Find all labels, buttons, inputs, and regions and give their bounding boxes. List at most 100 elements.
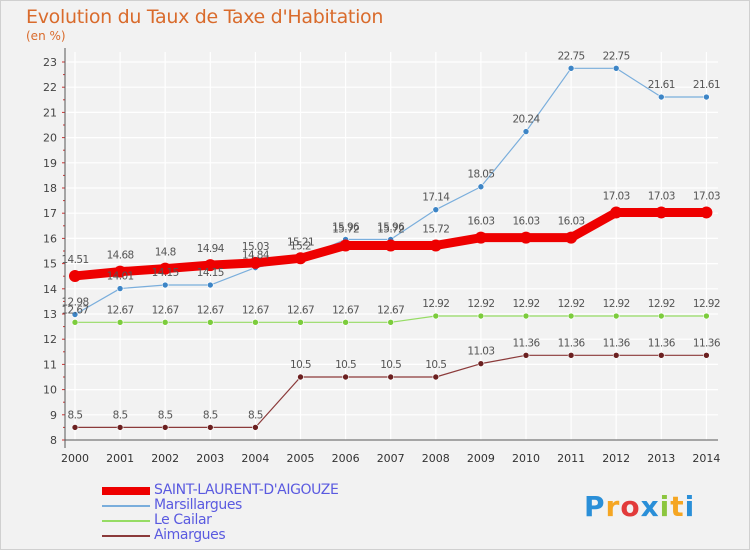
- data-point: [567, 312, 575, 320]
- data-label: 12.67: [107, 304, 134, 316]
- data-label: 12.67: [332, 304, 359, 316]
- chart-title: Evolution du Taux de Taxe d'Habitation: [26, 6, 384, 28]
- y-tick-label: 15: [43, 258, 57, 271]
- y-tick-label: 10: [43, 384, 57, 397]
- data-point: [612, 65, 620, 72]
- data-point: [700, 206, 713, 219]
- data-point: [252, 319, 259, 326]
- data-label: 22.75: [603, 50, 630, 62]
- data-point: [69, 269, 81, 282]
- data-point: [159, 262, 172, 275]
- data-label: 8.5: [248, 409, 263, 421]
- data-label: 16.03: [512, 216, 539, 228]
- data-label: 8.5: [158, 409, 173, 421]
- data-label: 15.72: [332, 223, 359, 235]
- x-tick-label: 2013: [647, 452, 675, 465]
- legend-label: Aimargues: [154, 527, 226, 543]
- data-point: [207, 319, 214, 326]
- data-label: 12.92: [422, 298, 449, 310]
- data-label: 11.03: [467, 346, 494, 358]
- y-tick-label: 23: [43, 56, 57, 69]
- x-tick-label: 2009: [467, 452, 495, 465]
- data-point: [71, 311, 79, 318]
- data-label: 18.05: [467, 169, 494, 181]
- data-label: 12.67: [152, 304, 179, 316]
- x-tick-label: 2006: [332, 452, 360, 465]
- data-label: 12.92: [648, 298, 675, 310]
- data-point: [432, 206, 440, 213]
- y-tick-label: 11: [43, 358, 57, 371]
- data-point: [567, 352, 575, 359]
- y-tick-label: 18: [43, 182, 57, 195]
- data-point: [339, 239, 352, 252]
- data-point: [297, 373, 304, 381]
- data-label: 21.61: [693, 79, 720, 91]
- data-label: 15.96: [332, 221, 360, 233]
- data-label: 14.94: [197, 243, 225, 255]
- data-label: 17.03: [648, 190, 675, 202]
- data-point: [432, 312, 440, 320]
- data-point: [655, 206, 668, 219]
- data-label: 20.24: [512, 114, 540, 126]
- logo-letter: x: [640, 490, 660, 523]
- data-point: [477, 312, 485, 320]
- data-label: 12.67: [197, 304, 224, 316]
- x-tick-label: 2007: [377, 452, 405, 465]
- data-label: 17.03: [693, 190, 720, 202]
- data-point: [522, 312, 530, 320]
- data-label: 15.03: [242, 241, 269, 253]
- data-point: [114, 265, 127, 278]
- y-tick-label: 12: [43, 333, 57, 346]
- data-label: 11.36: [603, 337, 631, 349]
- data-label: 17.03: [603, 190, 630, 202]
- data-label: 15.2: [290, 241, 311, 253]
- logo-letter: o: [620, 490, 641, 523]
- data-point: [297, 319, 304, 326]
- data-point: [161, 281, 169, 289]
- y-tick-label: 16: [43, 232, 57, 245]
- data-label: 12.92: [467, 298, 494, 310]
- y-tick-label: 21: [43, 106, 57, 119]
- data-label: 14.51: [61, 254, 88, 266]
- y-tick-label: 17: [43, 207, 57, 220]
- legend-label: SAINT-LAURENT-D'AIGOUZE: [154, 482, 339, 498]
- data-point: [703, 352, 710, 359]
- data-label: 14.15: [152, 267, 179, 279]
- data-point: [477, 360, 485, 367]
- data-label: 21.61: [648, 79, 675, 91]
- logo-letter: r: [605, 490, 621, 523]
- data-label: 10.5: [335, 359, 356, 371]
- legend-label: Marsillargues: [154, 497, 242, 513]
- y-tick-label: 20: [43, 132, 57, 145]
- data-point: [703, 312, 710, 320]
- x-tick-label: 2012: [602, 452, 630, 465]
- x-tick-label: 2001: [106, 452, 134, 465]
- data-label: 14.8: [155, 247, 176, 259]
- data-point: [116, 319, 124, 326]
- y-tick-label: 14: [43, 283, 57, 296]
- data-point: [522, 128, 530, 135]
- data-point: [249, 256, 262, 269]
- data-label: 10.5: [380, 359, 401, 371]
- data-label: 12.67: [242, 304, 269, 316]
- x-tick-label: 2014: [692, 452, 720, 465]
- data-label: 10.5: [425, 359, 446, 371]
- data-label: 17.14: [422, 192, 450, 204]
- data-point: [520, 231, 532, 244]
- data-label: 8.5: [203, 409, 218, 421]
- x-tick-label: 2010: [512, 452, 540, 465]
- data-point: [116, 285, 124, 292]
- data-label: 15.96: [377, 221, 405, 233]
- logo-letter: i: [659, 490, 671, 523]
- data-point: [207, 281, 214, 289]
- logo-letter: t: [670, 490, 685, 523]
- data-point: [567, 65, 575, 72]
- logo-letter: i: [684, 490, 696, 523]
- data-label: 12.92: [512, 298, 539, 310]
- data-point: [612, 312, 620, 320]
- data-label: 16.03: [558, 216, 585, 228]
- data-point: [429, 239, 442, 252]
- data-label: 12.67: [287, 304, 314, 316]
- data-point: [612, 352, 620, 359]
